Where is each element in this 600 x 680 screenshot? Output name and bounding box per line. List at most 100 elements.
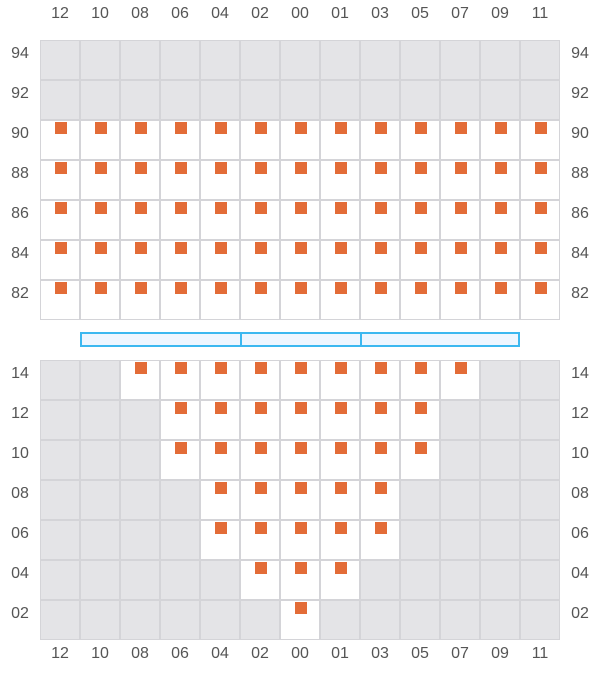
seat-cell[interactable]: [400, 200, 440, 240]
seat-cell[interactable]: [280, 440, 320, 480]
seat-cell[interactable]: [520, 120, 560, 160]
seat-cell[interactable]: [280, 520, 320, 560]
seat-cell[interactable]: [360, 360, 400, 400]
seat-cell[interactable]: [280, 280, 320, 320]
seat-cell[interactable]: [440, 160, 480, 200]
seat-marker[interactable]: [335, 402, 347, 414]
seat-marker[interactable]: [335, 442, 347, 454]
seat-marker[interactable]: [255, 442, 267, 454]
seat-marker[interactable]: [95, 242, 107, 254]
seat-marker[interactable]: [455, 162, 467, 174]
seat-marker[interactable]: [295, 522, 307, 534]
seat-cell[interactable]: [440, 360, 480, 400]
seat-marker[interactable]: [335, 362, 347, 374]
seat-cell[interactable]: [320, 160, 360, 200]
seat-marker[interactable]: [335, 562, 347, 574]
seat-cell[interactable]: [120, 200, 160, 240]
seat-cell[interactable]: [40, 280, 80, 320]
seat-marker[interactable]: [415, 442, 427, 454]
seat-cell[interactable]: [120, 120, 160, 160]
seat-marker[interactable]: [215, 242, 227, 254]
seat-marker[interactable]: [135, 122, 147, 134]
seat-marker[interactable]: [335, 482, 347, 494]
seat-marker[interactable]: [95, 122, 107, 134]
seat-cell[interactable]: [160, 280, 200, 320]
seat-marker[interactable]: [215, 402, 227, 414]
seat-marker[interactable]: [375, 402, 387, 414]
seat-cell[interactable]: [480, 240, 520, 280]
seat-cell[interactable]: [240, 560, 280, 600]
seat-cell[interactable]: [80, 280, 120, 320]
seat-cell[interactable]: [240, 440, 280, 480]
seat-marker[interactable]: [255, 202, 267, 214]
seat-marker[interactable]: [215, 162, 227, 174]
seat-cell[interactable]: [400, 240, 440, 280]
seat-cell[interactable]: [360, 200, 400, 240]
seat-marker[interactable]: [415, 402, 427, 414]
seat-cell[interactable]: [200, 120, 240, 160]
seat-cell[interactable]: [40, 160, 80, 200]
seat-cell[interactable]: [160, 400, 200, 440]
seat-cell[interactable]: [440, 200, 480, 240]
seat-cell[interactable]: [360, 520, 400, 560]
seat-marker[interactable]: [335, 242, 347, 254]
seat-cell[interactable]: [80, 200, 120, 240]
seat-cell[interactable]: [280, 600, 320, 640]
seat-marker[interactable]: [295, 282, 307, 294]
seat-marker[interactable]: [55, 202, 67, 214]
seat-cell[interactable]: [200, 400, 240, 440]
seat-marker[interactable]: [55, 162, 67, 174]
seat-marker[interactable]: [135, 242, 147, 254]
seat-marker[interactable]: [255, 362, 267, 374]
seat-marker[interactable]: [455, 202, 467, 214]
seat-cell[interactable]: [160, 240, 200, 280]
seat-marker[interactable]: [295, 482, 307, 494]
seat-cell[interactable]: [160, 360, 200, 400]
seat-cell[interactable]: [400, 440, 440, 480]
seat-marker[interactable]: [295, 362, 307, 374]
seat-marker[interactable]: [335, 162, 347, 174]
seat-marker[interactable]: [535, 202, 547, 214]
seat-cell[interactable]: [120, 280, 160, 320]
seat-cell[interactable]: [200, 240, 240, 280]
seat-cell[interactable]: [320, 200, 360, 240]
seat-cell[interactable]: [520, 240, 560, 280]
seat-marker[interactable]: [375, 162, 387, 174]
seat-cell[interactable]: [320, 240, 360, 280]
seat-cell[interactable]: [120, 240, 160, 280]
seat-marker[interactable]: [495, 122, 507, 134]
seat-cell[interactable]: [400, 120, 440, 160]
seat-marker[interactable]: [255, 122, 267, 134]
seat-cell[interactable]: [520, 200, 560, 240]
seat-cell[interactable]: [280, 200, 320, 240]
seat-cell[interactable]: [520, 160, 560, 200]
seat-cell[interactable]: [160, 200, 200, 240]
seat-cell[interactable]: [200, 360, 240, 400]
seat-marker[interactable]: [255, 402, 267, 414]
seat-marker[interactable]: [215, 362, 227, 374]
seat-marker[interactable]: [335, 522, 347, 534]
seat-cell[interactable]: [480, 120, 520, 160]
seat-cell[interactable]: [360, 440, 400, 480]
seat-cell[interactable]: [120, 160, 160, 200]
seat-marker[interactable]: [175, 362, 187, 374]
seat-marker[interactable]: [535, 282, 547, 294]
seat-marker[interactable]: [495, 282, 507, 294]
seat-marker[interactable]: [215, 442, 227, 454]
seat-marker[interactable]: [375, 362, 387, 374]
seat-cell[interactable]: [40, 200, 80, 240]
seat-marker[interactable]: [55, 122, 67, 134]
seat-marker[interactable]: [375, 242, 387, 254]
seat-marker[interactable]: [135, 162, 147, 174]
seat-cell[interactable]: [480, 160, 520, 200]
seat-marker[interactable]: [495, 162, 507, 174]
seat-cell[interactable]: [240, 120, 280, 160]
seat-marker[interactable]: [215, 482, 227, 494]
seat-cell[interactable]: [400, 280, 440, 320]
seat-cell[interactable]: [240, 280, 280, 320]
seat-cell[interactable]: [80, 120, 120, 160]
seat-marker[interactable]: [415, 282, 427, 294]
seat-cell[interactable]: [320, 360, 360, 400]
seat-marker[interactable]: [375, 202, 387, 214]
seat-marker[interactable]: [535, 122, 547, 134]
